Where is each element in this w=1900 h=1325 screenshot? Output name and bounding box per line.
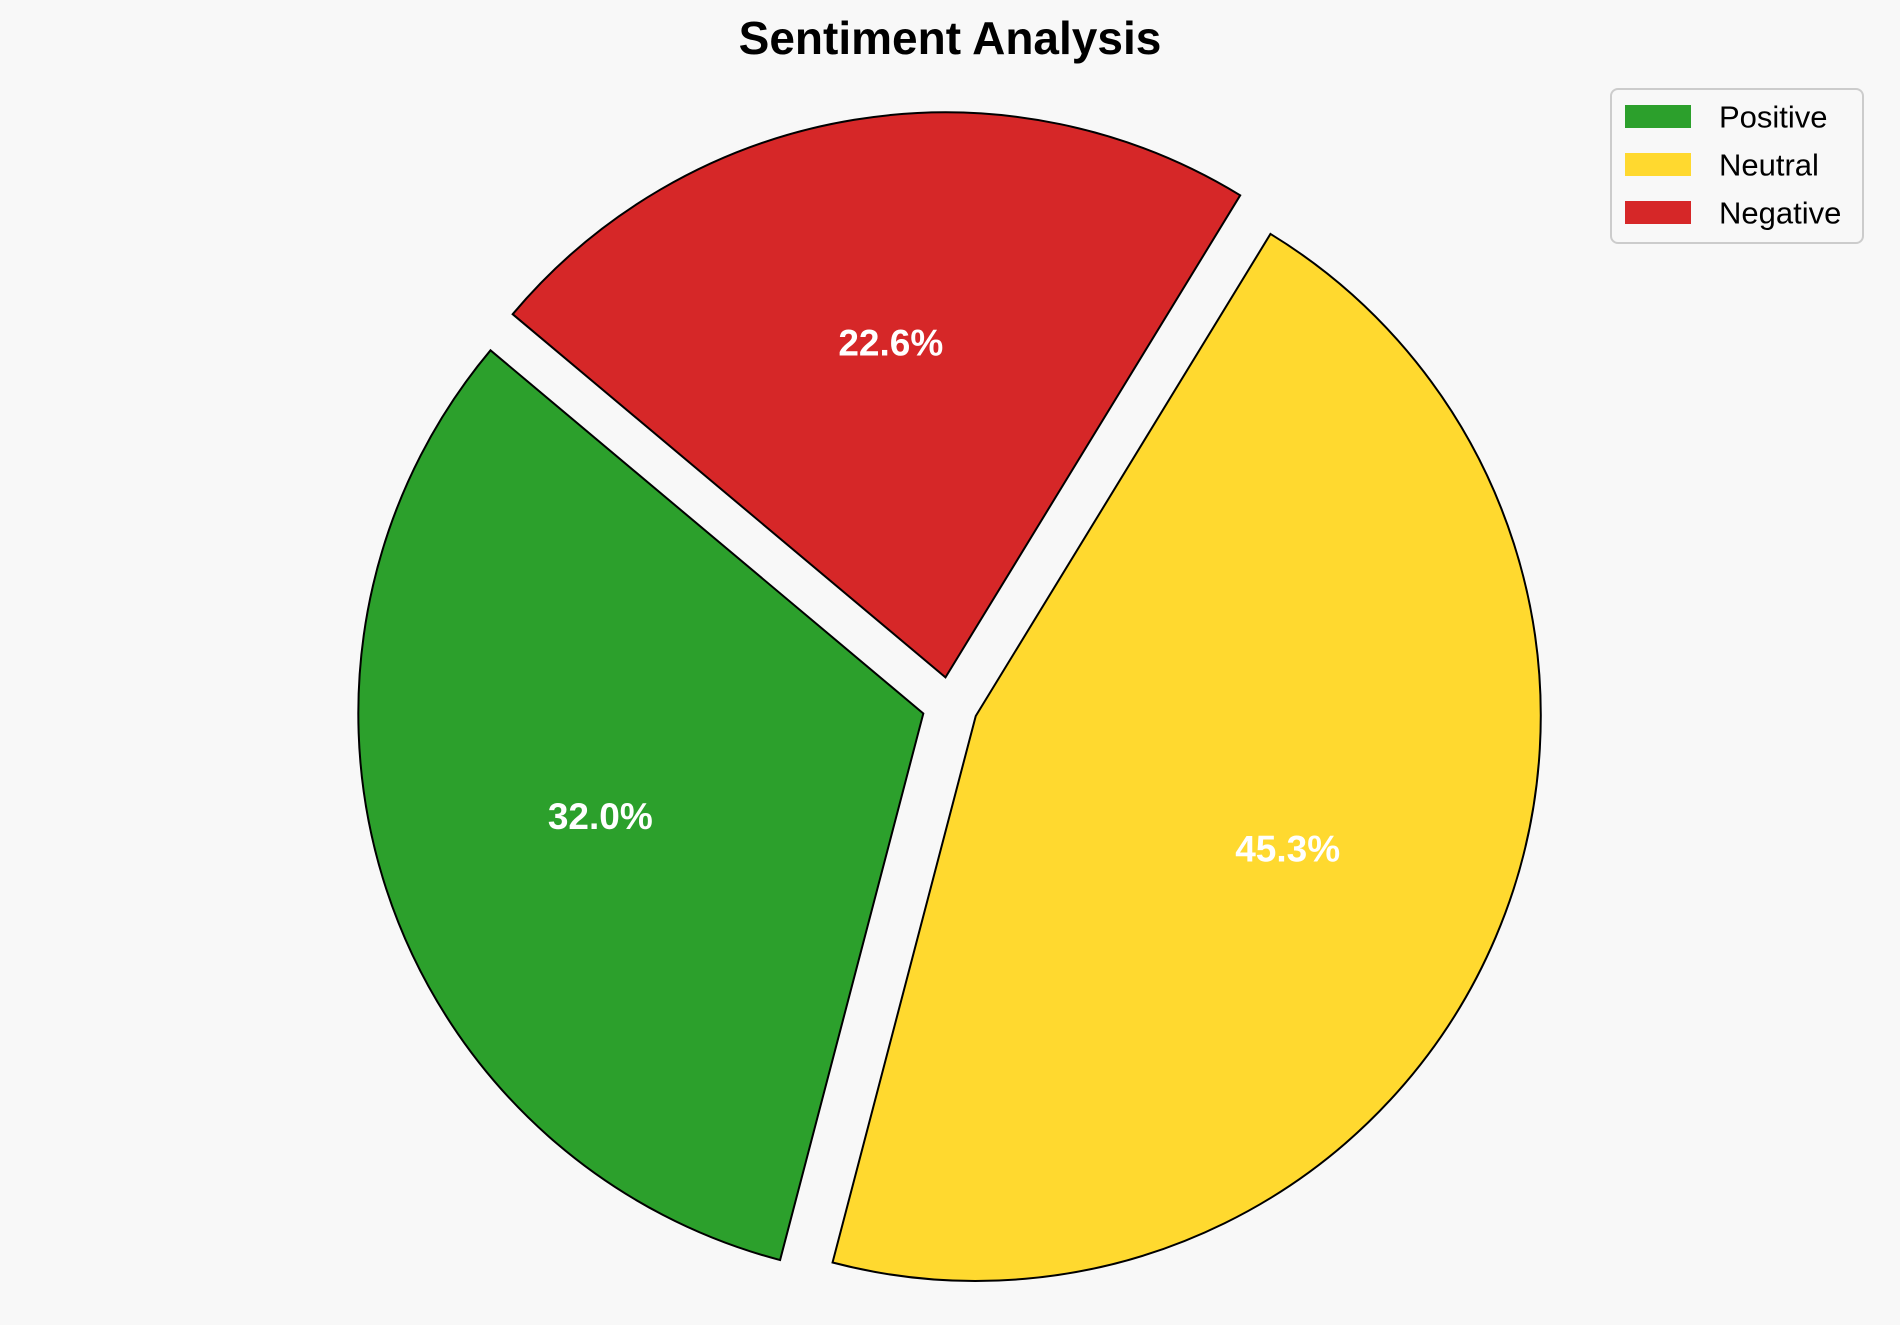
pie-label-positive: 32.0% <box>548 796 653 837</box>
legend: Positive Neutral Negative <box>1610 88 1864 244</box>
pie-slice-neutral <box>831 232 1542 1282</box>
legend-items: Positive Neutral Negative <box>1625 100 1841 231</box>
pie-labels: 32.0% 45.3% 22.6% <box>548 322 1340 869</box>
legend-label-neutral: Neutral <box>1719 148 1819 183</box>
legend-swatch-neutral <box>1625 153 1691 176</box>
legend-label-negative: Negative <box>1719 196 1841 231</box>
legend-swatch-negative <box>1625 201 1691 224</box>
legend-label-positive: Positive <box>1719 100 1828 135</box>
pie-slice-positive <box>357 348 925 1262</box>
pie-slice-negative <box>511 111 1242 679</box>
chart-title: Sentiment Analysis <box>739 12 1162 64</box>
pie-label-negative: 22.6% <box>838 322 943 363</box>
pie-label-neutral: 45.3% <box>1235 828 1340 869</box>
pie-group <box>357 111 1542 1282</box>
legend-swatch-positive <box>1625 105 1691 128</box>
